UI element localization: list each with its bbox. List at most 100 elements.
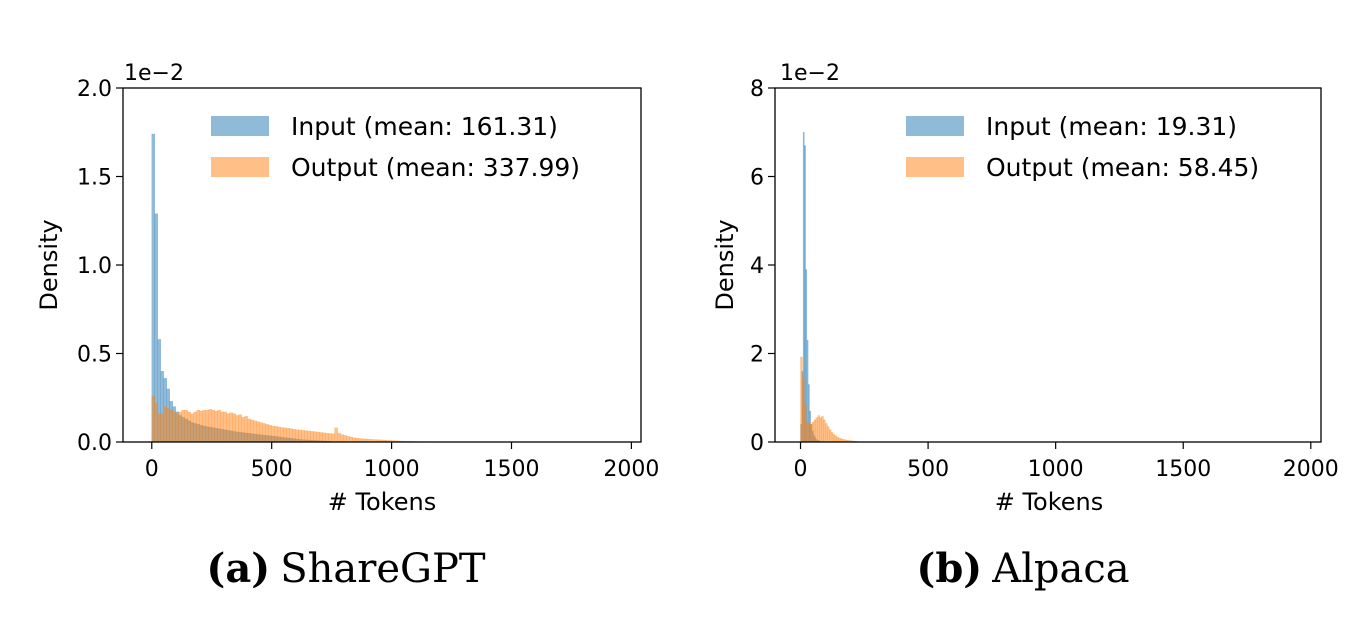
panel-a-bar-output	[184, 409, 188, 443]
panel-b-caption: (b) Alpaca	[916, 545, 1129, 592]
panel-a-bar-output	[202, 409, 206, 443]
panel-a-y-tick-label: 0.5	[77, 343, 112, 368]
panel-b-y-tick-label: 4	[750, 254, 764, 279]
panel-a-caption-label: (a)	[206, 545, 270, 592]
panel-a-bar-output	[226, 413, 230, 443]
panel-a-bar-output	[220, 411, 224, 443]
panel-a-y-tick-label: 0.0	[77, 431, 112, 456]
panel-a-bar-output	[319, 432, 323, 443]
panel-a-bar-output	[232, 413, 236, 443]
panel-a-bar-output	[301, 430, 305, 443]
panel-b-bar-output	[800, 356, 803, 443]
panel-b-bar-output	[836, 436, 839, 443]
panel-a-x-tick-label: 1500	[484, 457, 540, 482]
panel-b-bar-output	[811, 421, 815, 443]
panel-a-bar-output	[205, 409, 209, 443]
panel-a-x-tick-label: 2000	[603, 457, 659, 482]
panel-a-bar-output	[187, 411, 191, 443]
panel-a-x-ticks: 0 500 1000 1500 2000	[145, 442, 659, 482]
panel-b-x-ticks: 0 500 1000 1500 2000	[794, 442, 1339, 482]
panel-b-bar-output	[806, 421, 809, 443]
panel-b-bar-output	[804, 404, 807, 443]
panel-a-bar-output	[169, 409, 173, 443]
panel-a-bar-output	[277, 426, 281, 443]
panel-a-caption-text: ShareGPT	[280, 546, 486, 592]
panel-a-bar-output	[193, 411, 197, 443]
panel-a-bar-output	[217, 409, 221, 443]
panel-a-bar-output	[229, 412, 233, 443]
panel-a-y-tick-label: 2.0	[77, 77, 112, 102]
panel-a-bar-output	[307, 430, 311, 443]
panel-a-bar-output	[238, 414, 242, 443]
panel-a-bar-output	[262, 423, 266, 443]
panel-a-legend-swatch-output	[211, 157, 269, 177]
panel-b-y-tick-label: 0	[750, 431, 764, 456]
panel-a-bar-output	[328, 433, 332, 443]
panel-a-bar-output	[280, 427, 284, 443]
panel-b-caption-text: Alpaca	[991, 546, 1129, 592]
panel-b-x-tick-label: 1000	[1028, 457, 1084, 482]
panel-b-bar-output	[821, 416, 824, 443]
panel-a-plot-frame	[122, 87, 642, 443]
panel-b: 0 500 1000 1500 2000 0 2 4 6 8 1e−2 # Tokens Den…	[711, 61, 1339, 592]
panel-a-bar-output	[292, 429, 296, 443]
panel-a-bar-output	[337, 432, 341, 443]
panel-b-exponent-label: 1e−2	[780, 61, 840, 86]
panel-a-bar-output	[160, 413, 164, 443]
panel-a-bar-output	[178, 411, 182, 443]
panel-a-bar-output	[274, 426, 278, 443]
panel-a-bar-output	[247, 418, 251, 443]
panel-a-bar-output	[289, 428, 293, 443]
panel-a-bar-output	[346, 436, 350, 443]
panel-a-caption: (a) ShareGPT	[206, 545, 485, 592]
panel-a-x-tick-label: 500	[251, 457, 293, 482]
panel-b-legend-swatch-output	[906, 157, 964, 177]
panel-a-y-ticks: 0.0 0.5 1.0 1.5 2.0	[77, 77, 123, 456]
panel-a-bar-output	[181, 409, 185, 443]
panel-a-bar-output	[241, 417, 245, 443]
panel-b-bar-output	[832, 434, 836, 443]
panel-a-bar-output	[256, 421, 260, 443]
panel-a-x-axis-label: # Tokens	[328, 488, 437, 516]
panel-b-legend-label-output: Output (mean: 58.45)	[986, 153, 1259, 182]
panel-a-bar-output	[157, 413, 161, 443]
panel-b-x-tick-label: 500	[907, 457, 949, 482]
panel-b-y-tick-label: 2	[750, 343, 764, 368]
panel-a-bar-output	[283, 427, 287, 443]
panel-a-bar-output	[172, 411, 176, 443]
panel-a-bar-output	[244, 416, 248, 443]
panel-a-legend-swatch-input	[211, 116, 269, 136]
panel-a-bar-output	[316, 431, 320, 443]
panel-a-bar-output	[208, 409, 212, 443]
panel-b-bar-output	[815, 417, 818, 443]
panel-a-legend-label-output: Output (mean: 337.99)	[291, 153, 580, 182]
panel-a-bar-output	[304, 430, 308, 443]
panel-b-caption-label: (b)	[916, 545, 982, 592]
panel-b-bar-output	[827, 426, 830, 443]
panel-b-x-tick-label: 2000	[1283, 457, 1339, 482]
panel-b-legend-swatch-input	[906, 116, 964, 136]
panel-b-plot-frame	[774, 87, 1322, 443]
panel-a-bar-output	[199, 410, 203, 443]
panel-b-bar-output	[829, 429, 832, 443]
panel-b-bar-output	[819, 417, 822, 443]
panel-a-x-tick-label: 0	[145, 457, 159, 482]
panel-a-bar-output	[340, 434, 344, 443]
panel-b-y-axis-label: Density	[711, 219, 739, 310]
panel-a-bar-output	[250, 419, 254, 443]
panel-a-bar-output	[343, 435, 347, 443]
panel-a-exponent-label: 1e−2	[124, 61, 184, 86]
panel-a-bar-output	[271, 425, 275, 443]
panel-a-bar-output	[286, 427, 290, 443]
panel-a-bars-output	[151, 395, 452, 443]
panel-a-bar-output	[259, 422, 263, 443]
panel-a-bar-output	[223, 411, 227, 443]
panel-b-bar-output	[830, 432, 834, 443]
panel-b-bar-output	[813, 419, 817, 443]
panel-a-bar-output	[331, 433, 335, 443]
panel-a-bar-output	[235, 415, 239, 443]
panel-b-legend: Input (mean: 19.31) Output (mean: 58.45)	[906, 112, 1259, 182]
panel-b-x-tick-label: 1500	[1155, 457, 1211, 482]
panel-b-bar-output	[825, 423, 828, 443]
panel-a-bar-output	[349, 436, 353, 443]
